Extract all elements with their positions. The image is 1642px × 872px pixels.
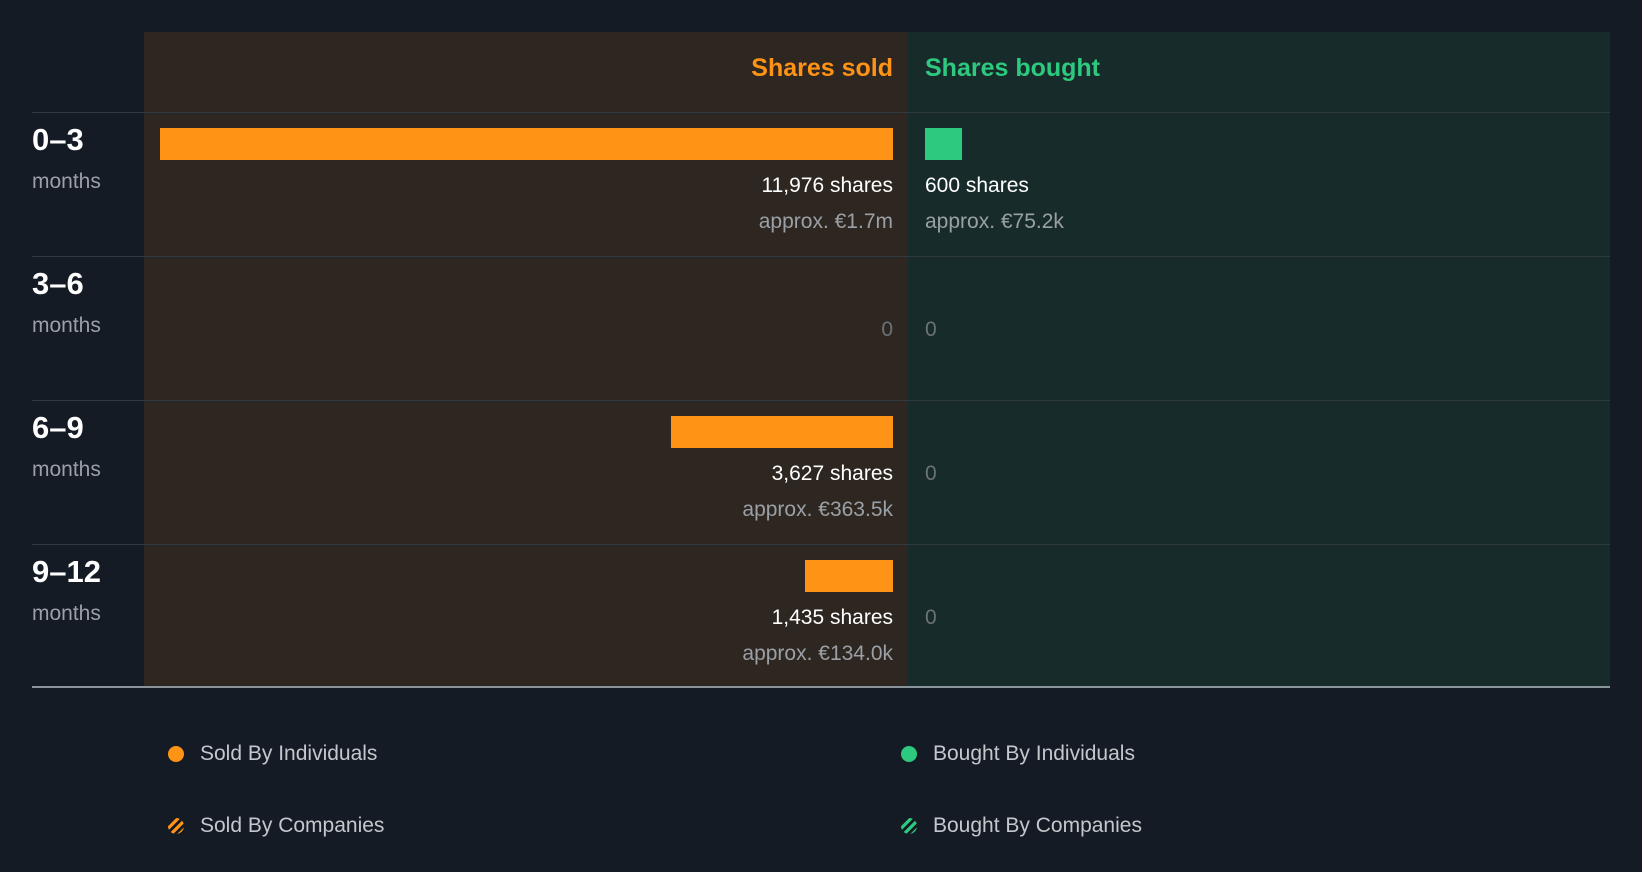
row-divider [32, 112, 1610, 113]
chart-row: 0–3 months 11,976 shares approx. €1.7m 600 s… [0, 112, 1642, 256]
sold-bar [160, 128, 893, 160]
bought-zero-label: 0 [925, 462, 937, 485]
legend-label: Sold By Individuals [200, 742, 378, 765]
sold-shares-label: 11,976 shares [761, 174, 893, 197]
period-range-label: 6–9 [32, 410, 84, 445]
bought-panel [908, 32, 1610, 686]
legend-swatch-icon [901, 746, 917, 762]
legend-swatch-icon [901, 818, 917, 834]
legend-label: Bought By Companies [933, 814, 1142, 837]
bought-zero-label: 0 [925, 606, 937, 629]
legend-swatch-icon [168, 818, 184, 834]
legend-item-bought-individuals: Bought By Individuals [901, 742, 1135, 766]
header-shares-bought: Shares bought [925, 54, 1101, 82]
sold-shares-label: 1,435 shares [771, 606, 893, 629]
legend-label: Bought By Individuals [933, 742, 1135, 765]
sold-shares-label: 3,627 shares [771, 462, 893, 485]
legend-item-bought-companies: Bought By Companies [901, 814, 1142, 838]
legend-label: Sold By Companies [200, 814, 385, 837]
header-shares-sold: Shares sold [751, 54, 893, 82]
sold-bar [805, 560, 893, 592]
sold-value-label: approx. €134.0k [742, 642, 893, 665]
row-divider [32, 544, 1610, 545]
period-unit-label: months [32, 170, 101, 193]
sold-bar [671, 416, 893, 448]
legend-item-sold-individuals: Sold By Individuals [168, 742, 377, 766]
bought-zero-label: 0 [925, 318, 937, 341]
legend-swatch-icon [168, 746, 184, 762]
period-unit-label: months [32, 458, 101, 481]
chart-row: 3–6 months 0 0 [0, 256, 1642, 400]
sold-value-label: approx. €363.5k [742, 498, 893, 521]
bought-bar [925, 128, 962, 160]
row-divider [32, 400, 1610, 401]
period-unit-label: months [32, 314, 101, 337]
period-unit-label: months [32, 602, 101, 625]
period-range-label: 9–12 [32, 554, 101, 589]
bought-value-label: approx. €75.2k [925, 210, 1064, 233]
sold-value-label: approx. €1.7m [758, 210, 893, 233]
chart-row: 6–9 months 3,627 shares approx. €363.5k 0 [0, 400, 1642, 544]
period-range-label: 0–3 [32, 122, 84, 157]
period-range-label: 3–6 [32, 266, 84, 301]
bought-shares-label: 600 shares [925, 174, 1029, 197]
chart-row: 9–12 months 1,435 shares approx. €134.0k 0 [0, 544, 1642, 688]
sold-zero-label: 0 [881, 318, 893, 341]
row-divider [32, 256, 1610, 257]
chart-baseline [32, 686, 1610, 688]
legend-item-sold-companies: Sold By Companies [168, 814, 384, 838]
